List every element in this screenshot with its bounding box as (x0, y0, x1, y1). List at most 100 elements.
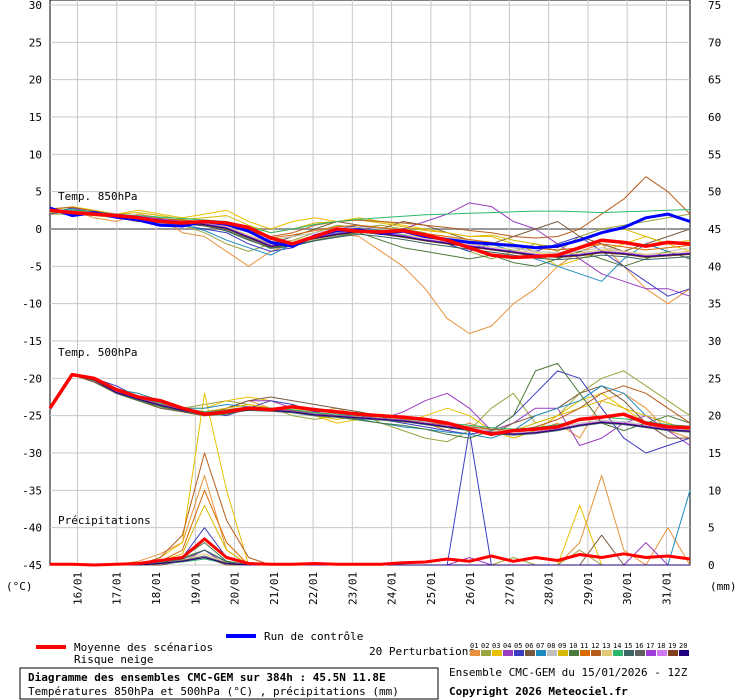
footer: Diagramme des ensembles CMC-GEM sur 384h… (19, 666, 688, 700)
legend: Moyenne des scénarios Risque neige Run d… (36, 630, 689, 666)
perturbation-number: 16 (635, 642, 643, 650)
perturbation-number: 18 (657, 642, 665, 650)
right-axis-unit: (mm) (710, 580, 737, 593)
perturbation-number: 10 (569, 642, 577, 650)
perturbation-swatch (657, 650, 667, 656)
x-tick-label: 29/01 (582, 572, 595, 605)
perturbation-swatch (580, 650, 590, 656)
label-precip: Précipitations (58, 514, 151, 527)
plot-frame (49, 0, 691, 566)
perturbation-number: 15 (624, 642, 632, 650)
footer-box (19, 667, 439, 700)
series-20-t500 (49, 374, 691, 435)
right-tick-label: 25 (708, 372, 721, 385)
perturbation-number: 14 (613, 642, 621, 650)
series-17-t500 (49, 374, 691, 435)
x-tick-label: 28/01 (543, 572, 556, 605)
perturbation-swatch (668, 650, 678, 656)
chart-grid (49, 0, 691, 566)
perturbation-swatch (470, 650, 480, 656)
footer-copyright: Copyright 2026 Meteociel.fr (449, 685, 628, 698)
x-tick-label: 31/01 (660, 572, 673, 605)
perturbation-swatch (646, 650, 656, 656)
left-tick-label: 15 (29, 111, 42, 124)
perturbation-swatch (525, 650, 535, 656)
right-tick-label: 15 (708, 447, 721, 460)
x-tick-label: 21/01 (268, 572, 281, 605)
left-tick-label: -45 (22, 559, 42, 572)
perturbation-number: 08 (547, 642, 555, 650)
legend-perturbations-label: 20 Perturbations (369, 645, 475, 658)
right-tick-label: 30 (708, 335, 721, 348)
perturbation-swatch (569, 650, 579, 656)
right-tick-label: 5 (708, 522, 715, 535)
left-tick-label: 0 (35, 223, 42, 236)
left-tick-label: 10 (29, 148, 42, 161)
footer-title: Diagramme des ensembles CMC-GEM sur 384h… (28, 671, 386, 684)
label-t850: Temp. 850hPa (58, 190, 137, 203)
right-tick-label: 0 (708, 559, 715, 572)
series-mean-t850 (49, 208, 691, 260)
series-15-t500 (49, 374, 691, 436)
perturbation-swatch (679, 650, 689, 656)
perturbation-number: 06 (525, 642, 533, 650)
left-tick-label: 25 (29, 36, 42, 49)
series-10-t500 (49, 362, 691, 439)
series-12-t850 (49, 176, 691, 239)
series-mean-precip (50, 537, 691, 567)
right-tick-label: 35 (708, 298, 721, 311)
right-tick-label: 45 (708, 223, 721, 236)
label-t500: Temp. 500hPa (58, 346, 137, 359)
legend-snow-label: Risque neige (74, 653, 153, 666)
left-tick-label: -25 (22, 410, 42, 423)
right-tick-label: 65 (708, 74, 721, 87)
x-tick-label: 22/01 (307, 572, 320, 605)
chart-series (48, 176, 691, 567)
left-tick-label: -40 (22, 522, 42, 535)
perturbation-number: 04 (503, 642, 511, 650)
right-tick-label: 40 (708, 260, 721, 273)
right-tick-label: 55 (708, 148, 721, 161)
left-axis-unit: (°C) (6, 580, 33, 593)
perturbation-swatch (613, 650, 623, 656)
perturbation-number: 17 (646, 642, 654, 650)
left-tick-label: -5 (29, 260, 42, 273)
perturbation-swatch (536, 650, 546, 656)
right-tick-label: 10 (708, 484, 721, 497)
perturbation-swatch (481, 650, 491, 656)
left-tick-label: -30 (22, 447, 42, 460)
perturbation-number: 11 (580, 642, 588, 650)
footer-subtitle: Températures 850hPa et 500hPa (°C) , pré… (28, 685, 399, 698)
x-tick-label: 24/01 (386, 572, 399, 605)
perturbation-number: 05 (514, 642, 522, 650)
right-tick-label: 70 (708, 36, 721, 49)
perturbation-number: 13 (602, 642, 610, 650)
left-tick-label: 5 (35, 186, 42, 199)
right-tick-label: 20 (708, 410, 721, 423)
chart-axes: 302520151050-5-10-15-20-25-30-35-40-4575… (22, 0, 721, 605)
perturbation-number: 19 (668, 642, 676, 650)
left-tick-label: -15 (22, 335, 42, 348)
perturbation-number: 09 (558, 642, 566, 650)
x-tick-label: 16/01 (71, 572, 84, 605)
perturbation-swatch (558, 650, 568, 656)
x-tick-label: 25/01 (425, 572, 438, 605)
perturbation-swatch (492, 650, 502, 656)
legend-control-label: Run de contrôle (264, 630, 363, 643)
perturbation-swatch (624, 650, 634, 656)
x-tick-label: 20/01 (229, 572, 242, 605)
left-tick-label: -10 (22, 298, 42, 311)
perturbation-swatch (503, 650, 513, 656)
x-tick-label: 18/01 (150, 572, 163, 605)
x-tick-label: 27/01 (503, 572, 516, 605)
right-tick-label: 60 (708, 111, 721, 124)
footer-run: Ensemble CMC-GEM du 15/01/2026 - 12Z (449, 666, 688, 679)
perturbation-number: 02 (481, 642, 489, 650)
left-tick-label: -35 (22, 484, 42, 497)
perturbation-swatch (635, 650, 645, 656)
perturbation-swatch (602, 650, 612, 656)
perturbation-number: 03 (492, 642, 500, 650)
perturbation-number: 01 (470, 642, 478, 650)
x-tick-label: 30/01 (621, 572, 634, 605)
perturbation-number: 07 (536, 642, 544, 650)
